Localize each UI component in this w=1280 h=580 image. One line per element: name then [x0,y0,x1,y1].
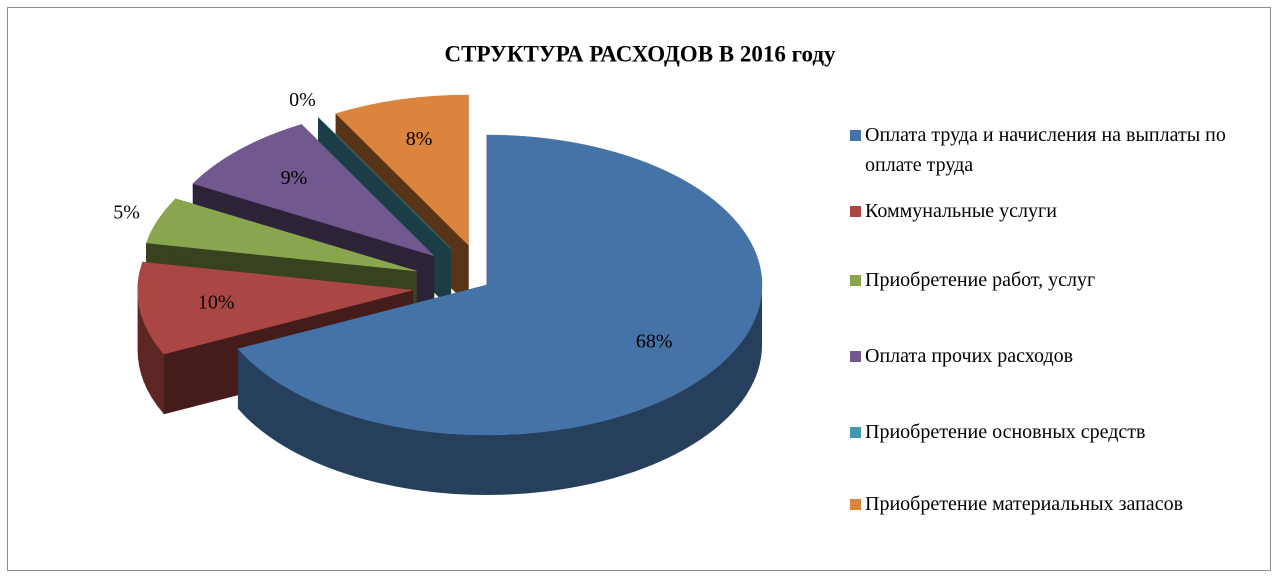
chart-title: СТРУКТУРА РАСХОДОВ В 2016 году [445,41,836,66]
legend-swatch [850,275,861,286]
slice-wall [137,290,164,415]
legend-label: Приобретение работ, услуг [865,269,1096,291]
legend-swatch [850,499,861,510]
legend-item: Оплата прочих расходов [850,341,1265,371]
data-label: 0% [289,89,316,111]
legend-swatch [850,130,861,141]
legend-item: Приобретение материальных запасов [850,489,1265,519]
data-label: 5% [113,202,140,224]
legend-item: Приобретение основных средств [850,417,1265,447]
data-label: 68% [636,330,673,352]
legend-label: Приобретение материальных запасов [865,493,1184,515]
legend-label: Оплата прочих расходов [865,345,1074,367]
slice [145,198,417,272]
legend-label: Приобретение основных средств [865,421,1146,443]
slice [237,134,763,436]
chart-frame [7,7,1271,571]
legend-swatch [850,206,861,217]
legend-item: Оплата труда и начисления на выплаты по … [850,120,1265,180]
legend-item: Коммунальные услуги [850,196,1265,226]
data-label: 9% [281,167,308,189]
data-label: 10% [198,291,235,313]
slice-wall [238,285,763,495]
slice [192,124,435,257]
slice [335,94,469,246]
slice [137,261,413,355]
legend-swatch [850,427,861,438]
data-label: 8% [406,128,433,150]
legend-item: Приобретение работ, услуг [850,265,1265,295]
legend-swatch [850,351,861,362]
legend-label: Коммунальные услуги [865,200,1057,222]
legend-label: Оплата труда и начисления на выплаты по … [865,124,1226,176]
